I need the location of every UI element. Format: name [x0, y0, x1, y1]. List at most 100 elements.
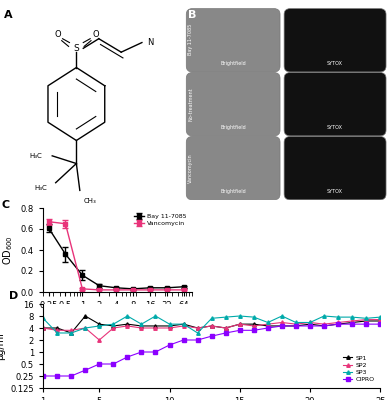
SP2	[223, 326, 228, 330]
Text: Brightfield: Brightfield	[220, 125, 246, 130]
SP2	[83, 326, 87, 330]
CIPRO	[252, 328, 256, 333]
SP3	[252, 315, 256, 320]
SP3	[265, 320, 270, 325]
SP1	[139, 324, 144, 328]
Line: SP2: SP2	[42, 318, 382, 342]
CIPRO	[294, 324, 298, 328]
SP3	[308, 320, 312, 325]
X-axis label: μg/ml: μg/ml	[103, 316, 132, 326]
SP2	[364, 317, 368, 322]
Text: A: A	[4, 10, 13, 20]
SP3	[167, 322, 172, 326]
CIPRO	[350, 322, 354, 326]
Text: B: B	[188, 10, 197, 20]
SP3	[55, 330, 60, 335]
FancyBboxPatch shape	[186, 72, 280, 136]
SP1	[167, 324, 172, 328]
CIPRO	[153, 350, 158, 354]
SP2	[336, 320, 340, 325]
SP2	[195, 326, 200, 330]
Text: SYTOX: SYTOX	[327, 189, 343, 194]
Text: H₃C: H₃C	[29, 153, 42, 159]
SP1	[378, 318, 383, 323]
SP2	[167, 326, 172, 330]
Line: SP1: SP1	[42, 314, 382, 335]
CIPRO	[336, 322, 340, 326]
SP3	[97, 324, 102, 328]
SP3	[238, 314, 242, 318]
SP3	[195, 330, 200, 335]
SP2	[181, 324, 186, 328]
Text: CH₃: CH₃	[83, 198, 96, 204]
CIPRO	[265, 326, 270, 330]
FancyBboxPatch shape	[186, 136, 280, 200]
Text: No-treatment: No-treatment	[188, 87, 193, 121]
CIPRO	[223, 330, 228, 335]
FancyBboxPatch shape	[284, 72, 386, 136]
SP2	[294, 322, 298, 326]
FancyBboxPatch shape	[284, 136, 386, 200]
Text: H₃C: H₃C	[34, 186, 47, 192]
CIPRO	[83, 368, 87, 372]
Text: O: O	[54, 30, 61, 39]
SP1	[308, 322, 312, 326]
Text: D: D	[9, 291, 19, 302]
SP3	[364, 316, 368, 321]
Text: Bay 11-7085: Bay 11-7085	[188, 24, 193, 56]
SP1	[97, 322, 102, 326]
SP2	[55, 328, 60, 333]
SP3	[153, 314, 158, 318]
SP2	[252, 324, 256, 328]
FancyBboxPatch shape	[186, 8, 280, 72]
CIPRO	[238, 328, 242, 333]
Text: O: O	[92, 30, 99, 39]
SP2	[322, 322, 327, 326]
SP3	[139, 322, 144, 326]
Text: Brightfield: Brightfield	[220, 189, 246, 194]
Text: SYTOX: SYTOX	[327, 125, 343, 130]
SP2	[97, 338, 102, 342]
Text: C: C	[2, 200, 9, 210]
CIPRO	[279, 324, 284, 328]
SP2	[111, 326, 116, 330]
Y-axis label: μg/ml: μg/ml	[0, 332, 5, 360]
SP1	[111, 324, 116, 328]
CIPRO	[69, 374, 74, 378]
SP2	[265, 322, 270, 326]
SP3	[69, 330, 74, 335]
Y-axis label: OD$_{600}$: OD$_{600}$	[2, 235, 15, 265]
CIPRO	[322, 324, 327, 328]
SP2	[350, 318, 354, 323]
SP1	[238, 322, 242, 326]
SP1	[322, 324, 327, 328]
SP2	[139, 326, 144, 330]
CIPRO	[97, 362, 102, 366]
SP3	[322, 314, 327, 318]
SP3	[294, 320, 298, 325]
Line: CIPRO: CIPRO	[42, 322, 382, 378]
CIPRO	[125, 354, 130, 359]
SP3	[209, 316, 214, 321]
Line: SP3: SP3	[42, 314, 382, 335]
SP2	[153, 326, 158, 330]
SP3	[181, 322, 186, 326]
CIPRO	[209, 334, 214, 338]
SP1	[294, 324, 298, 328]
CIPRO	[378, 322, 383, 326]
SP1	[125, 322, 130, 326]
Text: Vancomycin: Vancomycin	[188, 153, 193, 182]
SP1	[195, 326, 200, 330]
Text: N: N	[147, 38, 153, 47]
SP2	[308, 320, 312, 325]
Text: S: S	[73, 44, 79, 53]
CIPRO	[167, 342, 172, 347]
Text: Brightfield: Brightfield	[220, 61, 246, 66]
CIPRO	[139, 350, 144, 354]
SP3	[111, 322, 116, 326]
CIPRO	[55, 374, 60, 378]
SP1	[153, 324, 158, 328]
SP3	[350, 315, 354, 320]
CIPRO	[181, 338, 186, 342]
SP2	[238, 322, 242, 326]
